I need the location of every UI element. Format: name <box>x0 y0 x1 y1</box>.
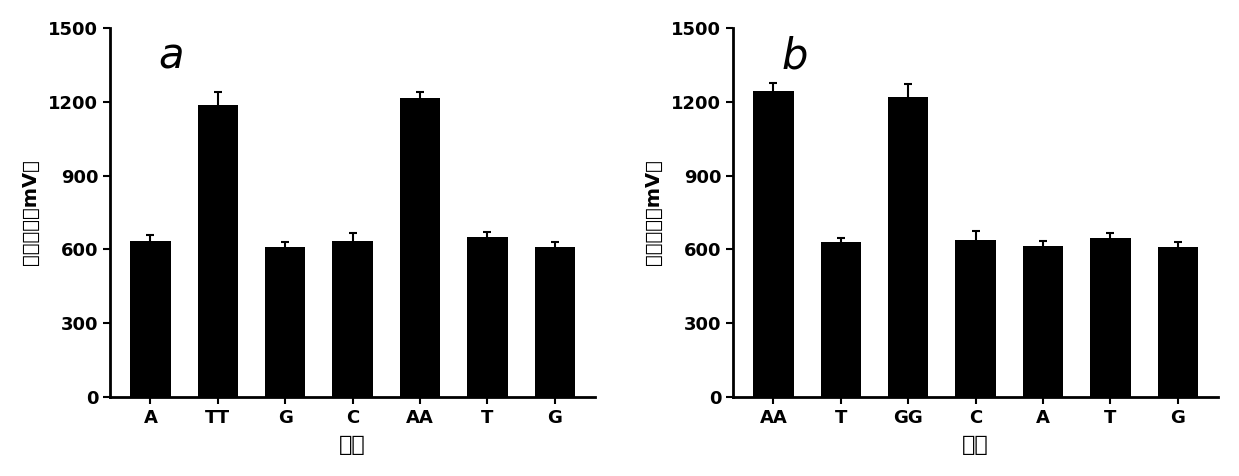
Bar <box>753 90 794 397</box>
Bar <box>332 241 373 397</box>
Text: a: a <box>159 35 185 77</box>
Bar <box>265 247 305 397</box>
Text: b: b <box>782 35 808 77</box>
Bar <box>888 97 928 397</box>
Bar <box>955 239 996 397</box>
Bar <box>400 98 440 397</box>
Bar <box>820 242 861 397</box>
X-axis label: 碎基: 碎基 <box>339 435 366 455</box>
Bar <box>1022 246 1063 397</box>
X-axis label: 碎基: 碎基 <box>963 435 989 455</box>
Y-axis label: 信号强度（mV）: 信号强度（mV） <box>21 159 40 265</box>
Bar <box>1157 248 1198 397</box>
Bar <box>1090 238 1130 397</box>
Y-axis label: 信号强度（mV）: 信号强度（mV） <box>644 159 663 265</box>
Bar <box>467 237 508 397</box>
Bar <box>534 248 575 397</box>
Bar <box>130 241 171 397</box>
Bar <box>197 105 238 397</box>
